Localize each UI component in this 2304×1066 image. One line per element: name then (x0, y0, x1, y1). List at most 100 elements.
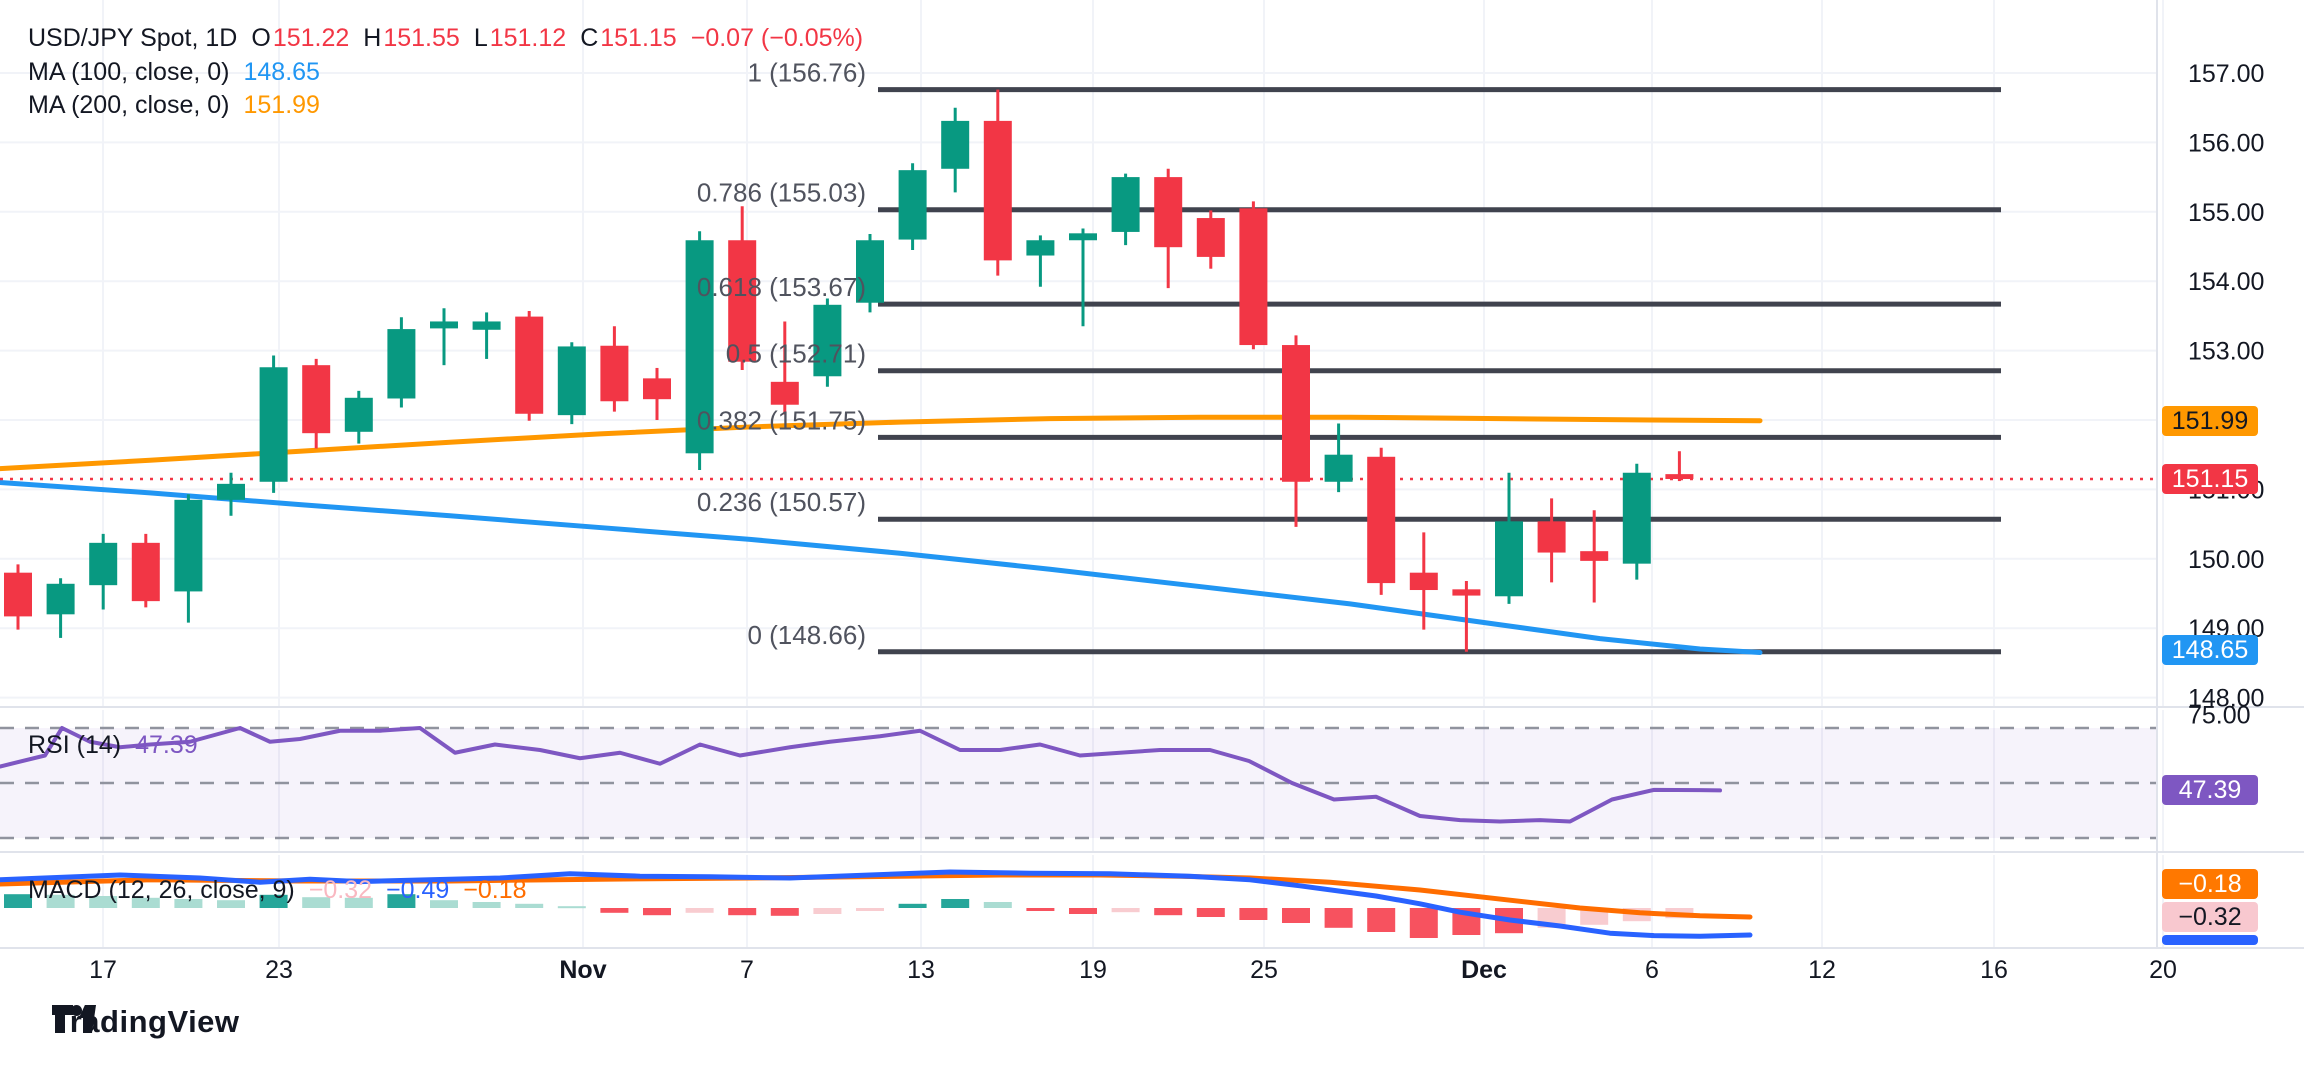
fib-level-label: 1 (156.76) (747, 58, 866, 88)
macd-histogram-bar (515, 903, 544, 908)
fib-level-label: 0.618 (153.67) (697, 272, 866, 302)
candle-body (472, 321, 501, 330)
last-price-badge: 151.15 (2162, 464, 2258, 494)
macd-histogram-bar (1282, 908, 1310, 923)
candle-body (515, 316, 544, 414)
price-axis-label: 150.00 (2188, 546, 2264, 574)
candle-body (89, 542, 118, 586)
candle-body (259, 367, 288, 482)
ma100-price-badge: 148.65 (2162, 635, 2258, 665)
rsi-label: RSI (14) (28, 731, 122, 759)
macd-histogram-bar (89, 896, 118, 908)
price-axis-label: 156.00 (2188, 129, 2264, 157)
ohlc-open: O151.22 (251, 24, 350, 52)
macd-histogram-bar (1154, 908, 1183, 916)
candle-body (1324, 454, 1353, 482)
macd-line (0, 869, 1753, 939)
macd-histogram-bar (557, 906, 586, 909)
macd-histogram-bar (217, 900, 245, 908)
macd-histogram-bar (472, 902, 501, 908)
candle-body (4, 572, 32, 617)
candle-body (1452, 589, 1481, 596)
ma200-legend[interactable]: MA (200, close, 0) 151.99 (28, 91, 320, 120)
macd-histogram-bar (4, 894, 32, 908)
fib-level-label: 0.236 (150.57) (697, 487, 866, 517)
macd-histogram-bar (344, 897, 373, 908)
macd-histogram-bar (1196, 908, 1225, 917)
time-axis-label: 25 (1250, 956, 1278, 984)
tradingview-logo[interactable]: TradingView (52, 1004, 240, 1040)
candle-body (1580, 551, 1609, 561)
macd-histogram-bar (685, 908, 714, 913)
macd-legend[interactable]: MACD (12, 26, close, 9) −0.32 −0.49 −0.1… (28, 876, 527, 905)
macd-histogram-bar (174, 899, 203, 908)
macd-histogram-bar (1026, 908, 1055, 911)
ma100-label: MA (100, close, 0) (28, 58, 230, 86)
time-axis-label: 16 (1980, 956, 2008, 984)
ma200-price-badge: 151.99 (2162, 406, 2258, 436)
time-axis-label: Nov (559, 956, 606, 984)
fib-level-label: 0.382 (151.75) (697, 405, 866, 435)
ohlc-high: H151.55 (363, 24, 460, 52)
ma100-legend[interactable]: MA (100, close, 0) 148.65 (28, 58, 320, 87)
candle-body (302, 365, 331, 434)
macd-histogram-bar (1111, 908, 1140, 913)
macd-histogram-bar (1069, 908, 1097, 914)
candle-body (941, 120, 970, 169)
rsi-value: 47.39 (135, 731, 198, 759)
macd-histogram-bar (941, 899, 970, 908)
candle-body (813, 304, 842, 377)
ohlc-low: L151.12 (473, 24, 567, 52)
candle-body (1409, 572, 1438, 591)
time-axis-label: 23 (265, 956, 293, 984)
rsi-axis-label: 75.00 (2188, 701, 2251, 729)
macd-line-badge-partial (2162, 935, 2258, 945)
time-axis-label: 12 (1808, 956, 1836, 984)
candle-body (430, 321, 458, 329)
macd-histogram-bar (1239, 908, 1268, 920)
macd-histogram-bar (600, 908, 629, 913)
macd-histogram-bar (430, 900, 458, 908)
macd-histogram-bar (813, 908, 842, 914)
fib-level-label: 0 (148.66) (747, 620, 866, 650)
candle-body (1537, 521, 1566, 553)
rsi-line (0, 726, 1722, 824)
candle-body (685, 240, 714, 454)
candle-body (1622, 472, 1651, 564)
macd-histogram-bar (302, 897, 331, 908)
price-axis-label: 154.00 (2188, 268, 2264, 296)
candle-body (557, 346, 586, 416)
candle-body (344, 397, 373, 432)
tradingview-logo-icon (52, 1005, 96, 1033)
candle-body (643, 378, 671, 400)
macd-histogram-bar (1324, 908, 1353, 928)
macd-histogram-bar (770, 908, 799, 916)
price-axis-label: 155.00 (2188, 199, 2264, 227)
candle-body (387, 329, 416, 399)
macd-signal-badge: −0.18 (2162, 869, 2258, 899)
ohlc-close: C151.15 (580, 24, 677, 52)
candle-body (1367, 456, 1396, 584)
macd-label: MACD (12, 26, close, 9) (28, 876, 295, 904)
ma200-label: MA (200, close, 0) (28, 91, 230, 119)
ma200-line (0, 414, 1763, 472)
ma100-value: 148.65 (243, 58, 320, 86)
main-legend[interactable]: USD/JPY Spot, 1D O151.22 H151.55 L151.12… (28, 24, 863, 53)
rsi-legend[interactable]: RSI (14) 47.39 (28, 731, 198, 760)
symbol-title: USD/JPY Spot, 1D (28, 24, 238, 52)
candle-body (856, 240, 884, 303)
candle-body (983, 120, 1012, 261)
time-axis-label: 20 (2149, 956, 2177, 984)
time-axis-label: 6 (1645, 956, 1659, 984)
candle-body (217, 483, 245, 500)
candle-body (1196, 218, 1225, 257)
macd-histogram-bar (1367, 908, 1396, 932)
time-axis-label: 17 (89, 956, 117, 984)
candle-body (1282, 345, 1310, 482)
macd-histogram-bar (387, 894, 416, 908)
price-axis-label: 153.00 (2188, 338, 2264, 366)
macd-histogram-bar (259, 894, 288, 908)
macd-hist-value: −0.32 (308, 876, 373, 904)
